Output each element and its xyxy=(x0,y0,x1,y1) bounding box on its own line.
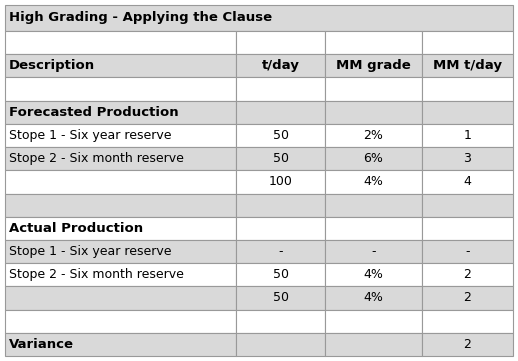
Bar xyxy=(325,240,422,263)
Bar xyxy=(422,54,513,77)
Bar xyxy=(325,286,422,310)
Bar xyxy=(325,101,422,124)
Bar xyxy=(5,77,236,101)
Bar xyxy=(422,170,513,193)
Bar xyxy=(325,193,422,217)
Text: 2%: 2% xyxy=(363,129,383,142)
Bar xyxy=(236,31,325,54)
Text: MM t/day: MM t/day xyxy=(433,59,502,72)
Text: Description: Description xyxy=(9,59,95,72)
Bar xyxy=(236,54,325,77)
Bar xyxy=(325,77,422,101)
Text: Variance: Variance xyxy=(9,338,74,351)
Text: 2: 2 xyxy=(463,291,471,304)
Text: Forecasted Production: Forecasted Production xyxy=(9,106,179,119)
Text: 50: 50 xyxy=(272,129,289,142)
Bar xyxy=(422,124,513,147)
Bar xyxy=(5,5,513,31)
Bar xyxy=(236,286,325,310)
Text: -: - xyxy=(278,245,283,258)
Bar xyxy=(5,124,236,147)
Bar xyxy=(236,124,325,147)
Bar xyxy=(422,147,513,170)
Bar xyxy=(5,310,236,333)
Bar xyxy=(5,286,236,310)
Bar xyxy=(422,263,513,286)
Text: High Grading - Applying the Clause: High Grading - Applying the Clause xyxy=(9,12,272,25)
Bar xyxy=(325,217,422,240)
Bar xyxy=(5,217,236,240)
Bar xyxy=(236,170,325,193)
Bar xyxy=(325,147,422,170)
Text: 1: 1 xyxy=(463,129,471,142)
Text: 100: 100 xyxy=(269,175,293,188)
Text: 4%: 4% xyxy=(363,268,383,281)
Text: -: - xyxy=(465,245,469,258)
Text: 4%: 4% xyxy=(363,175,383,188)
Text: 2: 2 xyxy=(463,338,471,351)
Bar xyxy=(422,77,513,101)
Bar xyxy=(5,240,236,263)
Bar xyxy=(236,240,325,263)
Text: 4: 4 xyxy=(463,175,471,188)
Text: Stope 2 - Six month reserve: Stope 2 - Six month reserve xyxy=(9,152,184,165)
Bar xyxy=(236,263,325,286)
Bar xyxy=(236,333,325,356)
Text: Stope 1 - Six year reserve: Stope 1 - Six year reserve xyxy=(9,129,171,142)
Text: 2: 2 xyxy=(463,268,471,281)
Text: 50: 50 xyxy=(272,291,289,304)
Bar xyxy=(325,263,422,286)
Bar xyxy=(5,263,236,286)
Bar xyxy=(325,333,422,356)
Bar xyxy=(5,193,236,217)
Text: MM grade: MM grade xyxy=(336,59,411,72)
Text: t/day: t/day xyxy=(262,59,299,72)
Bar xyxy=(422,193,513,217)
Text: 3: 3 xyxy=(463,152,471,165)
Bar xyxy=(422,286,513,310)
Bar xyxy=(422,101,513,124)
Text: 6%: 6% xyxy=(363,152,383,165)
Bar xyxy=(236,310,325,333)
Bar xyxy=(325,310,422,333)
Bar xyxy=(325,54,422,77)
Bar xyxy=(5,333,236,356)
Bar xyxy=(422,310,513,333)
Bar xyxy=(5,101,236,124)
Bar xyxy=(422,333,513,356)
Bar xyxy=(236,217,325,240)
Bar xyxy=(325,31,422,54)
Bar xyxy=(5,54,236,77)
Text: 50: 50 xyxy=(272,152,289,165)
Bar xyxy=(422,217,513,240)
Bar xyxy=(422,240,513,263)
Bar xyxy=(325,170,422,193)
Text: Stope 2 - Six month reserve: Stope 2 - Six month reserve xyxy=(9,268,184,281)
Bar xyxy=(5,147,236,170)
Bar xyxy=(325,124,422,147)
Text: 50: 50 xyxy=(272,268,289,281)
Text: Stope 1 - Six year reserve: Stope 1 - Six year reserve xyxy=(9,245,171,258)
Text: 4%: 4% xyxy=(363,291,383,304)
Text: Actual Production: Actual Production xyxy=(9,222,143,235)
Text: -: - xyxy=(371,245,376,258)
Bar xyxy=(5,170,236,193)
Bar xyxy=(236,193,325,217)
Bar xyxy=(236,77,325,101)
Bar xyxy=(5,31,236,54)
Bar xyxy=(236,147,325,170)
Bar xyxy=(236,101,325,124)
Bar xyxy=(422,31,513,54)
